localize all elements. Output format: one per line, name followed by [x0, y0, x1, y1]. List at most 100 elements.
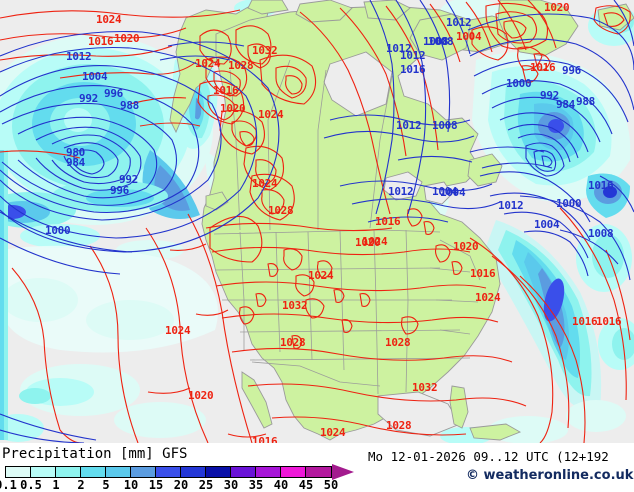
map-footer: Precipitation [mm] GFS Mo 12-01-2026 09.…: [0, 443, 634, 492]
isobar-label: 1016: [400, 63, 426, 76]
isobar-label: 1012: [498, 199, 524, 212]
isobar-label: 1000: [45, 224, 71, 237]
colorbar-swatch: [56, 467, 81, 477]
isobar-label: 980: [66, 146, 85, 159]
isobar-label: 1024: [195, 57, 221, 70]
colorbar-overflow-arrow: [332, 464, 354, 480]
forecast-timestamp: Mo 12-01-2026 09..12 UTC (12+192: [368, 449, 609, 464]
colorbar-swatch: [81, 467, 106, 477]
isobar-label: 1004: [82, 70, 108, 83]
isobar-label: 1012: [446, 16, 472, 29]
isobar-label: 1012: [386, 42, 412, 55]
isobar-label: 984: [556, 98, 575, 111]
isobar-label: 1028: [280, 336, 306, 349]
isobar-label: 988: [120, 99, 139, 112]
isobar-label: 1004: [440, 186, 466, 199]
isobar-label: 1004: [456, 30, 482, 43]
weather-map-canvas[interactable]: 1024 1016 1020 1012 1004 996 992 988 980 984 992 99…: [0, 0, 634, 443]
isobar-label: 1024: [362, 235, 388, 248]
isobar-label: 1024: [308, 269, 334, 282]
isobar-label: 1024: [165, 324, 191, 337]
isobar-label: 1032: [252, 44, 278, 57]
political-borders: [213, 59, 481, 395]
colorbar-tick: 30: [223, 478, 239, 492]
isobar-label: 1032: [412, 381, 438, 394]
isobar-label: 1004: [432, 185, 458, 198]
colorbar-tick: 45: [298, 478, 314, 492]
colorbar-swatch: [6, 467, 31, 477]
isobar-label: 1000: [556, 197, 582, 210]
isobar-label: 1016: [572, 315, 598, 328]
legend-title: Precipitation [mm] GFS: [2, 446, 188, 462]
isobar-label: 1016: [596, 315, 622, 328]
colorbar-swatch: [181, 467, 206, 477]
colorbar-tick: 35: [248, 478, 264, 492]
colorbar-tick: 40: [273, 478, 289, 492]
isobar-label: 996: [562, 64, 581, 77]
isobar-label: 1016: [470, 267, 496, 280]
isobar-label: 1024: [320, 426, 346, 439]
isobar-label: 996: [110, 184, 129, 197]
isobars-low: [0, 0, 634, 443]
isobar-label: 1008: [588, 227, 614, 240]
colorbar-tick: 20: [173, 478, 189, 492]
isobar-label: 1012: [400, 49, 426, 62]
colorbar-tick: 25: [198, 478, 214, 492]
colorbar-tick: 2: [77, 478, 85, 492]
isobar-label: 1032: [282, 299, 308, 312]
isobar-label: 1024: [475, 291, 501, 304]
isobar-label: 1020: [114, 32, 140, 45]
isobar-label: 1012: [66, 50, 92, 63]
isobar-label: 1012: [388, 185, 414, 198]
colorbar-swatch: [206, 467, 231, 477]
isobar-label: 1020: [544, 1, 570, 14]
isobar-label: 1028: [228, 59, 254, 72]
isobar-label: 992: [540, 89, 559, 102]
isobar-label: 1004: [534, 218, 560, 231]
colorbar-swatches: [5, 466, 332, 478]
colorbar-swatch: [231, 467, 256, 477]
isobar-label: 996: [104, 87, 123, 100]
isobar-label: 1016: [252, 435, 278, 443]
isobar-label: 992: [79, 92, 98, 105]
colorbar-tick: 0.5: [20, 478, 42, 492]
isobar-label: 1028: [268, 204, 294, 217]
isobar-label: 1016: [213, 84, 239, 97]
isobar-label: 1016: [375, 215, 401, 228]
isobar-label: 1020: [188, 389, 214, 402]
isobar-label: 1020: [355, 236, 381, 249]
isobar-label: 1016: [530, 61, 556, 74]
colorbar-tick: 50: [323, 478, 339, 492]
colorbar-swatch: [106, 467, 131, 477]
colorbar-tick: 0.1: [0, 478, 17, 492]
colorbar-tick: 5: [102, 478, 110, 492]
colorbar-tick: 10: [123, 478, 139, 492]
isobar-label: 1024: [252, 177, 278, 190]
isobar-label: 1008: [428, 35, 454, 48]
colorbar-swatch: [281, 467, 306, 477]
isobar-label: 988: [576, 95, 595, 108]
isobar-label: 992: [119, 173, 138, 186]
isobar-label: 1016: [88, 35, 114, 48]
isobar-label: 1016: [588, 179, 614, 192]
isobar-label: 1020: [220, 102, 246, 115]
colorbar-swatch: [131, 467, 156, 477]
isobar-label: 1000: [506, 77, 532, 90]
isobar-label: 1028: [385, 336, 411, 349]
map-graphics: [0, 0, 634, 443]
colorbar-swatch: [31, 467, 56, 477]
isobar-label: 1012: [396, 119, 422, 132]
isobar-label: 1024: [258, 108, 284, 121]
isobar-label: 1028: [386, 419, 412, 432]
precipitation-field: [0, 0, 634, 443]
isobar-label: 1024: [96, 13, 122, 26]
copyright-notice: © weatheronline.co.uk: [466, 468, 634, 483]
colorbar-tick: 1: [52, 478, 60, 492]
colorbar-swatch: [306, 467, 331, 477]
colorbar-swatch: [156, 467, 181, 477]
colorbar-tick: 15: [148, 478, 164, 492]
isobar-label: 1020: [453, 240, 479, 253]
isobar-label: 1008: [432, 119, 458, 132]
